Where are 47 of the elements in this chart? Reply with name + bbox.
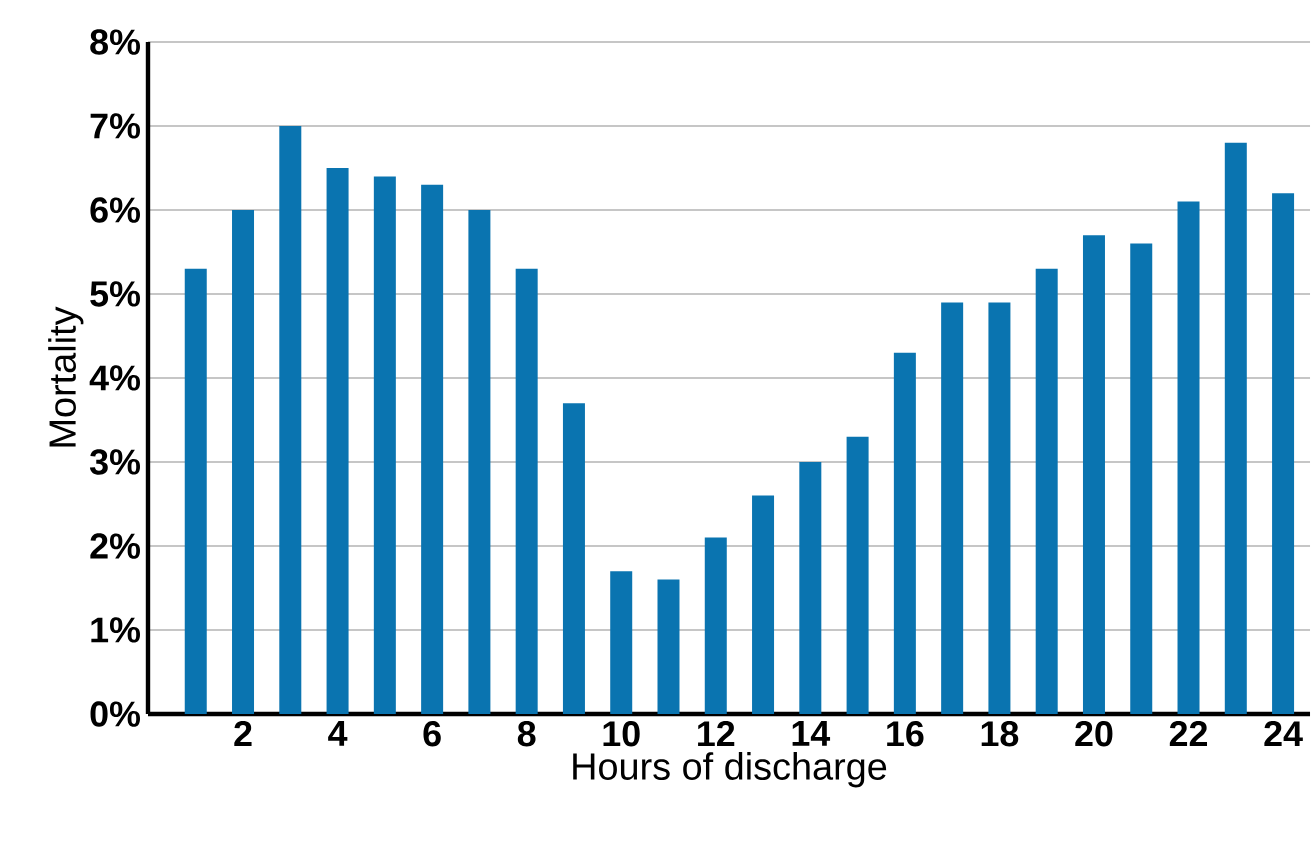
bar <box>752 495 775 714</box>
bar <box>421 184 444 714</box>
bar <box>893 352 916 714</box>
x-axis-title: Hours of discharge <box>573 752 887 788</box>
bar <box>326 168 349 714</box>
x-tick-label: 8 <box>517 721 536 747</box>
y-tick-label: 3% <box>89 449 140 475</box>
bar <box>1130 243 1153 714</box>
y-tick-label: 5% <box>90 281 140 307</box>
x-tick-label: 10 <box>603 721 640 747</box>
bar <box>1082 235 1105 714</box>
bar <box>1177 201 1200 714</box>
bar <box>373 176 396 714</box>
x-tick-label: 2 <box>234 721 252 747</box>
bar <box>562 403 585 714</box>
y-axis-title: Mortality <box>48 306 84 447</box>
bar <box>184 268 207 714</box>
x-tick-label: 14 <box>792 721 831 746</box>
bar <box>846 436 869 714</box>
bar <box>1224 142 1247 714</box>
bar <box>232 210 255 714</box>
x-tick-label: 12 <box>698 721 735 747</box>
bar <box>515 268 538 714</box>
bar <box>279 126 302 714</box>
bar <box>1035 268 1058 714</box>
x-tick-label: 16 <box>887 721 924 747</box>
y-tick-label: 0% <box>90 701 140 727</box>
bar <box>704 537 727 714</box>
y-tick-label: 1% <box>91 617 140 643</box>
y-tick-label: 6% <box>90 197 140 223</box>
bar <box>941 302 964 714</box>
y-tick-label: 7% <box>90 113 140 139</box>
y-tick-label: 2% <box>90 533 140 559</box>
x-tick-label: 22 <box>1169 721 1208 747</box>
bar <box>1272 193 1295 714</box>
y-tick-label: 8% <box>90 29 140 55</box>
x-tick-label: 18 <box>981 721 1019 747</box>
bar <box>468 210 491 714</box>
x-tick-label: 4 <box>328 721 348 746</box>
bar <box>799 462 822 714</box>
y-tick-label: 4% <box>89 365 140 391</box>
x-tick-label: 24 <box>1264 721 1303 747</box>
bar <box>610 571 633 714</box>
bar <box>988 302 1011 714</box>
x-tick-label: 6 <box>423 721 441 747</box>
bar <box>657 579 680 714</box>
x-tick-label: 20 <box>1075 721 1113 747</box>
